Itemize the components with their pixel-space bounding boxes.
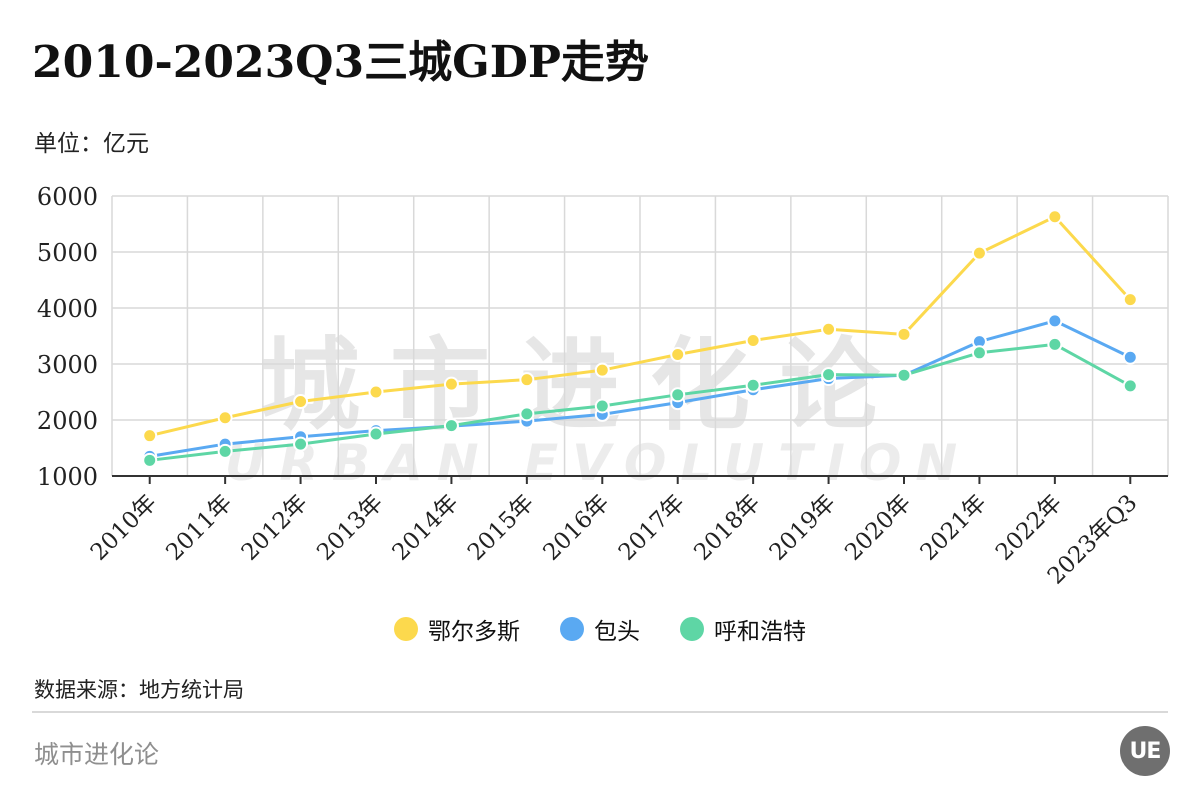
data-point — [1047, 209, 1063, 225]
series — [142, 209, 1138, 444]
x-axis-ticks: 2010年 2011年 2012年 2013年 2014年 2015年 2016年 2017年… — [86, 476, 1143, 590]
brand-name: 城市进化论 — [34, 740, 160, 769]
data-point — [293, 436, 309, 452]
data-point — [217, 443, 233, 459]
series-line — [149, 319, 1131, 458]
grid — [111, 195, 1169, 476]
legend-dot — [394, 617, 418, 641]
data-point — [971, 345, 987, 361]
data-point — [1122, 378, 1138, 394]
legend-label: 包头 — [594, 619, 640, 645]
y-axis-ticks: 1000 2000 3000 4000 5000 6000 — [37, 183, 98, 491]
x-tick-label: 2017年 — [614, 490, 690, 566]
data-point — [217, 410, 233, 426]
x-tick-label: 2013年 — [312, 490, 388, 566]
data-point — [1047, 313, 1063, 329]
x-tick-label: 2011年 — [161, 490, 237, 566]
data-point — [368, 384, 384, 400]
data-point — [519, 406, 535, 422]
watermark-cn: 城市进化论 — [260, 326, 910, 444]
x-tick-label: 2022年 — [991, 490, 1067, 566]
data-point — [1122, 292, 1138, 308]
x-tick-label: 2018年 — [689, 490, 765, 566]
y-tick-label: 4000 — [37, 295, 98, 323]
data-point — [821, 321, 837, 337]
x-tick-label: 2012年 — [237, 490, 313, 566]
data-point — [896, 367, 912, 383]
data-point — [821, 367, 837, 383]
legend-label: 呼和浩特 — [714, 619, 806, 645]
logo-text: UE — [1129, 738, 1162, 764]
legend-dot — [560, 617, 584, 641]
data-point — [142, 452, 158, 468]
x-tick-label: 2010年 — [86, 490, 162, 566]
data-point — [519, 372, 535, 388]
data-point — [443, 376, 459, 392]
legend-item: 鄂尔多斯 — [394, 612, 520, 646]
x-tick-label: 2019年 — [765, 490, 841, 566]
y-tick-label: 1000 — [37, 463, 98, 491]
data-point — [670, 346, 686, 362]
legend: 鄂尔多斯 包头 呼和浩特 — [0, 612, 1200, 646]
data-point — [368, 426, 384, 442]
x-tick-label: 2015年 — [463, 490, 539, 566]
chart-title: 2010-2023Q3三城GDP走势 — [32, 37, 649, 88]
data-source: 数据来源：地方统计局 — [34, 678, 244, 702]
unit-label: 单位：亿元 — [34, 131, 149, 157]
y-tick-label: 5000 — [37, 239, 98, 267]
series — [142, 336, 1138, 468]
data-point — [594, 362, 610, 378]
data-point — [1047, 336, 1063, 352]
data-point — [971, 245, 987, 261]
legend-dot — [680, 617, 704, 641]
data-point — [594, 398, 610, 414]
data-point — [670, 387, 686, 403]
divider — [32, 711, 1168, 713]
series-line — [149, 215, 1132, 438]
y-tick-label: 2000 — [37, 407, 98, 435]
x-tick-label: 2014年 — [388, 490, 464, 566]
brand-logo: UE — [1120, 726, 1170, 776]
legend-label: 鄂尔多斯 — [428, 619, 520, 645]
legend-item: 呼和浩特 — [680, 612, 806, 646]
data-point — [443, 418, 459, 434]
data-point — [1122, 349, 1138, 365]
series-line — [149, 342, 1132, 462]
series-group — [142, 209, 1138, 468]
data-point — [745, 377, 761, 393]
x-tick-label: 2020年 — [840, 490, 916, 566]
legend-item: 包头 — [560, 612, 640, 646]
x-tick-label: 2021年 — [916, 490, 992, 566]
data-point — [745, 332, 761, 348]
y-tick-label: 6000 — [37, 183, 98, 211]
data-point — [142, 428, 158, 444]
watermark-en: URBAN EVOLUTION — [225, 434, 971, 492]
x-tick-label: 2016年 — [538, 490, 614, 566]
y-tick-label: 3000 — [37, 351, 98, 379]
data-point — [896, 326, 912, 342]
data-point — [293, 394, 309, 410]
